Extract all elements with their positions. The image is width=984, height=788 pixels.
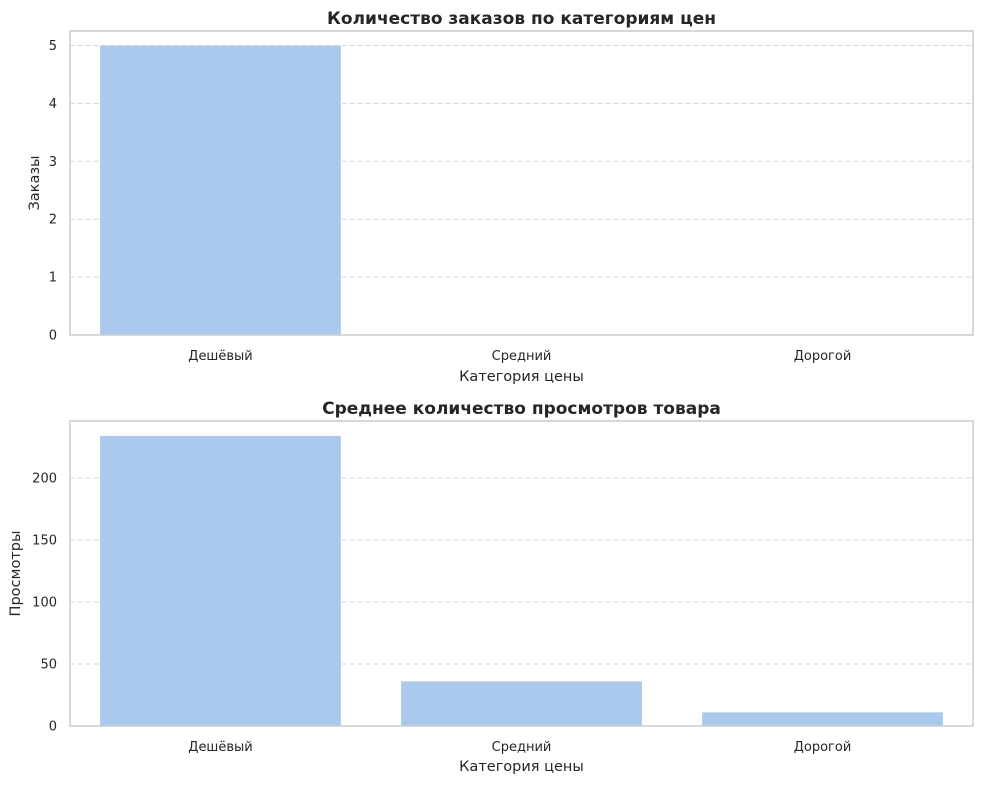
y-tick-label: 5 <box>49 39 57 54</box>
y-tick-label: 4 <box>49 97 57 112</box>
x-tick-label: Дешёвый <box>188 740 252 755</box>
bar-3 <box>702 712 943 726</box>
x-tick-label: Средний <box>492 740 552 755</box>
y-tick-label: 1 <box>49 271 57 286</box>
bar-1 <box>100 435 341 726</box>
y-tick-label: 2 <box>49 213 57 228</box>
y-tick-label: 3 <box>49 155 57 170</box>
y-tick-label: 50 <box>40 658 57 673</box>
x-axis-label: Категория цены <box>459 369 584 385</box>
y-tick-label: 100 <box>32 596 57 611</box>
x-tick-label: Дорогой <box>794 740 852 755</box>
x-tick-label: Дешёвый <box>188 349 252 364</box>
y-tick-label: 0 <box>49 329 57 344</box>
bar-1 <box>100 45 341 335</box>
plot-frame <box>69 420 974 727</box>
x-axis-label: Категория цены <box>459 759 584 775</box>
bar-2 <box>401 681 642 726</box>
y-tick-label: 200 <box>32 472 57 487</box>
chart-orders: Количество заказов по категориям цен 0 1 2 3… <box>27 9 974 385</box>
y-axis-label: Заказы <box>27 156 43 211</box>
chart-views: Среднее количество просмотров товара 0 50 1… <box>8 399 974 775</box>
y-tick-label: 0 <box>49 720 57 735</box>
x-tick-label: Дорогой <box>794 349 852 364</box>
chart-title: Количество заказов по категориям цен <box>327 9 716 29</box>
plot-frame <box>69 30 974 336</box>
x-tick-label: Средний <box>492 349 552 364</box>
y-tick-label: 150 <box>32 534 57 549</box>
y-axis-label: Просмотры <box>8 531 24 617</box>
chart-title: Среднее количество просмотров товара <box>322 399 721 419</box>
